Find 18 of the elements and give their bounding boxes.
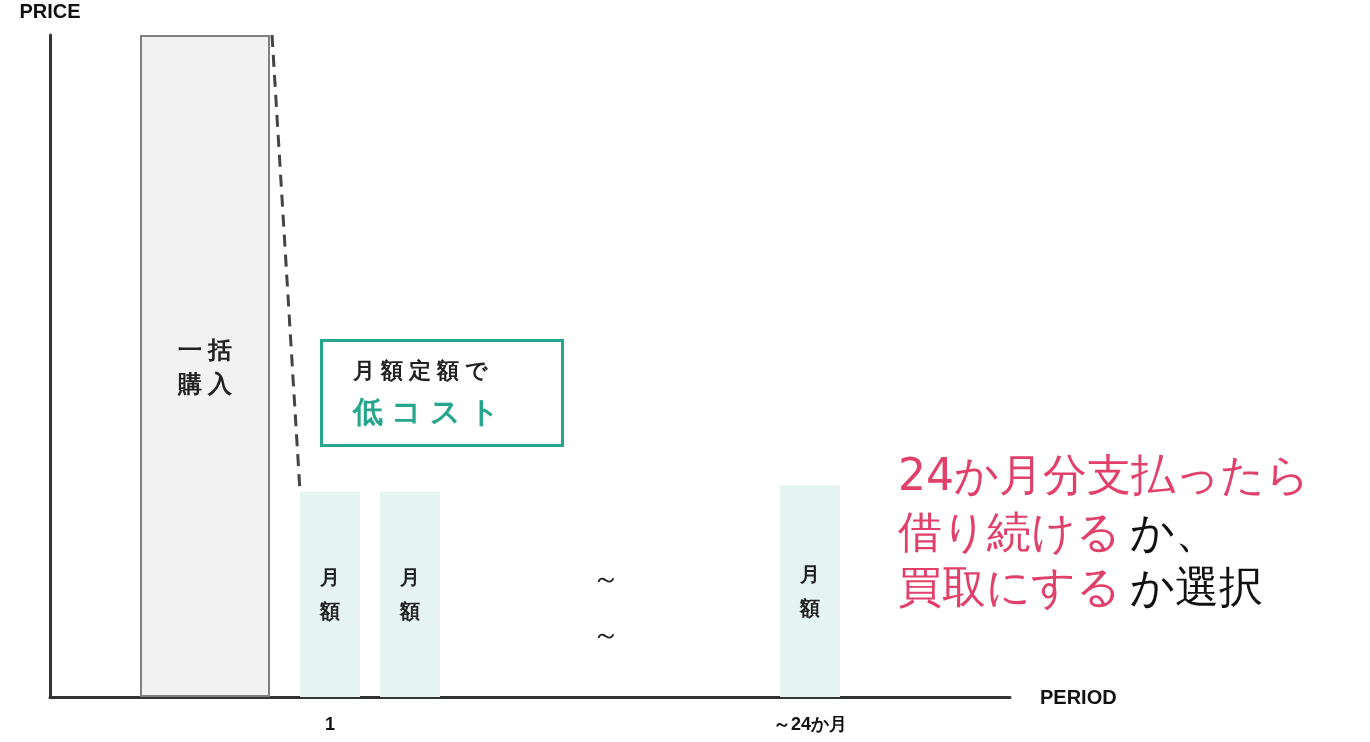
x-tick-label: ～24か月: [772, 714, 848, 734]
annotation: 月額定額で: [353, 357, 494, 385]
series-label: 一 括購 入: [176, 335, 234, 397]
annotation: 低コスト: [353, 393, 508, 431]
text: か、: [1130, 505, 1219, 559]
annotation: 買取にする: [898, 560, 1121, 614]
text: 月額: [400, 566, 420, 623]
y-axis-title: PRICE: [19, 0, 81, 22]
x-tick-label: 1: [324, 714, 336, 734]
series-label: 月額: [319, 566, 340, 623]
annotation: ～: [592, 617, 620, 653]
callout-frame: 月額定額で 低コスト: [320, 339, 564, 447]
text: か選択: [1130, 560, 1263, 614]
annotation: 借り続ける: [898, 505, 1121, 559]
x-axis-title: PERIOD: [1040, 686, 1117, 708]
text: 月額: [800, 563, 820, 620]
annotation: ～: [592, 561, 620, 597]
annotation: 24か月分支払ったら: [898, 448, 1310, 502]
